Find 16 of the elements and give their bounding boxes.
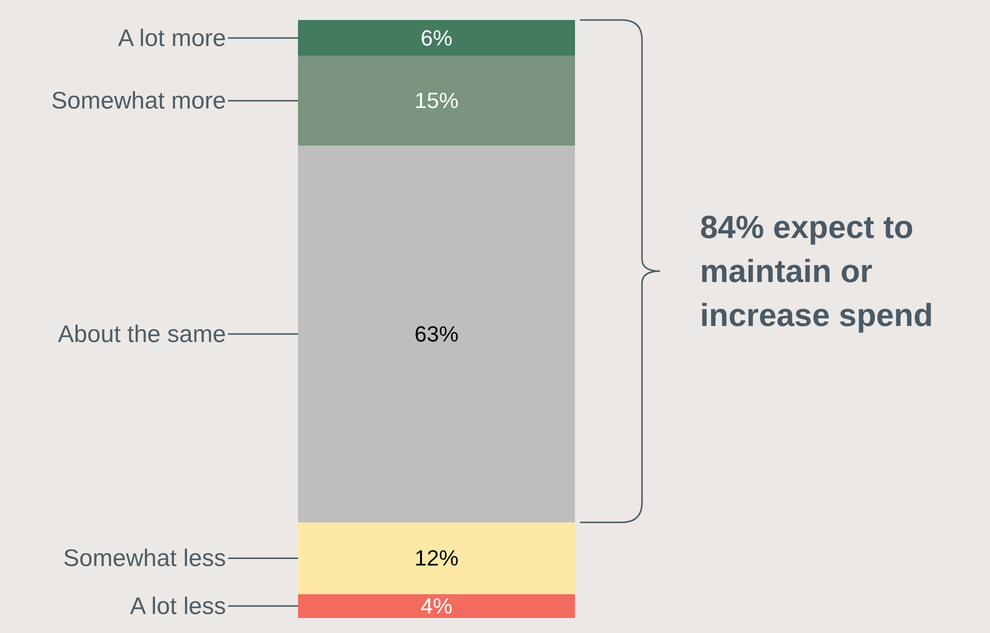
text: 84% expect to maintain or increase spend <box>700 208 934 336</box>
data-label: 6% <box>420 25 452 50</box>
data-label: 63% <box>414 321 459 346</box>
data-label: 15% <box>414 88 459 114</box>
data-label: 12% <box>414 546 459 571</box>
data-label: 4% <box>420 594 452 619</box>
text: Somewhat less <box>63 545 226 572</box>
bar <box>298 594 575 618</box>
text: A lot less <box>130 593 226 620</box>
bar <box>298 20 575 56</box>
bar <box>298 146 575 522</box>
bar <box>298 56 575 146</box>
text: Somewhat more <box>51 88 226 115</box>
bar <box>298 522 575 594</box>
text: A lot more <box>118 24 226 52</box>
text: About the same <box>58 320 226 348</box>
